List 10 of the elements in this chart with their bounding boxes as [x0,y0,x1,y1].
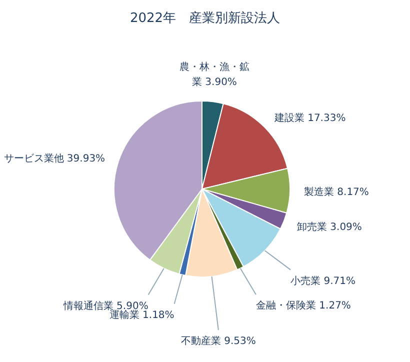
chart-title: 2022年 産業別新設法人 [130,10,280,26]
slice-label: 製造業 8.17% [304,186,369,198]
slice-label: 卸売業 3.09% [296,221,362,234]
slice-label: サービス業他 39.93% [4,152,106,164]
slice-label: 農・林・漁・鉱業 3.90% [179,60,250,88]
slice-label: 小売業 9.71% [290,274,356,287]
slice-label: 運輸業 1.18% [109,308,174,321]
slice-label: 建設業 17.33% [273,112,346,124]
slice-label: 金融・保険業 1.27% [256,300,351,312]
slice-label: 不動産業 9.53% [180,335,256,348]
